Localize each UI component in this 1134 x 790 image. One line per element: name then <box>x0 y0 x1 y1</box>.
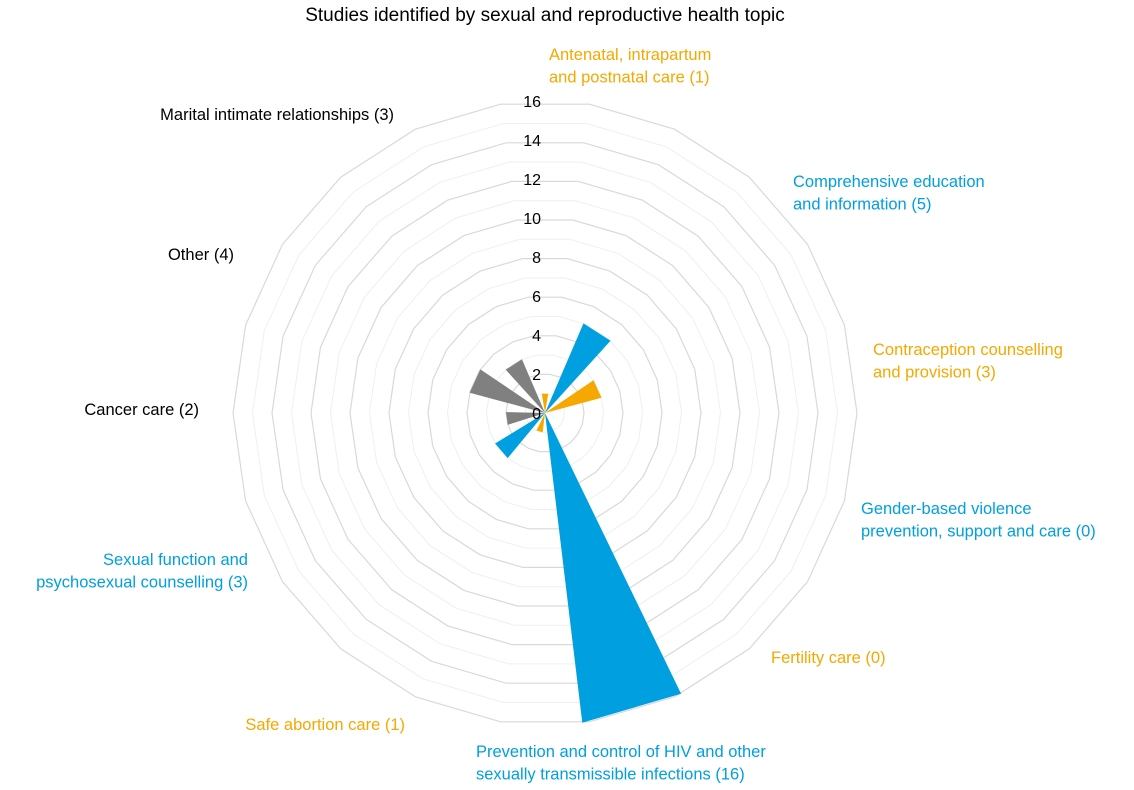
grid-ring <box>310 180 780 646</box>
grid-ring <box>290 161 800 665</box>
tick-label: 4 <box>532 328 541 345</box>
tick-label: 6 <box>532 289 541 306</box>
bar <box>506 412 545 425</box>
category-label: Safe abortion care (1) <box>245 716 405 734</box>
grid-ring <box>427 296 663 530</box>
tick-label: 8 <box>532 250 541 267</box>
tick-label: 2 <box>532 367 541 384</box>
category-label: Antenatal, intrapartum and postnatal care… <box>549 46 711 87</box>
grid-ring <box>368 238 722 588</box>
radial-ticks: 0 2 4 6 8 10 12 14 16 <box>523 94 541 423</box>
category-label: Other (4) <box>168 246 234 264</box>
grid-ring <box>349 219 741 607</box>
category-label: Contraception counselling and provision (… <box>873 341 1063 382</box>
grid-ring <box>251 123 839 703</box>
grid-ring <box>271 142 819 684</box>
grid-ring <box>407 277 683 549</box>
polar-grid <box>232 103 858 723</box>
bar <box>545 323 611 413</box>
category-labels: Antenatal, intrapartum and postnatal care… <box>36 46 1096 784</box>
tick-label: 14 <box>523 133 541 150</box>
bar <box>505 359 545 413</box>
grid-ring <box>232 103 858 723</box>
grid-ring <box>446 316 644 510</box>
bar <box>469 369 545 413</box>
category-label: Gender-based violence prevention, support… <box>861 500 1096 541</box>
bar <box>545 413 682 723</box>
category-label: Cancer care (2) <box>84 401 199 419</box>
bar <box>495 413 545 459</box>
bars <box>469 323 682 723</box>
category-label: Marital intimate relationships (3) <box>160 106 394 124</box>
bar <box>545 380 602 413</box>
category-label: Sexual function and psychosexual counsell… <box>36 551 248 592</box>
grid-ring <box>329 200 761 626</box>
tick-label: 12 <box>523 172 541 189</box>
grid-ring <box>485 354 605 472</box>
tick-label: 16 <box>523 94 541 111</box>
bar <box>536 413 545 433</box>
category-label: Comprehensive education and information (… <box>793 173 985 214</box>
bar <box>541 393 549 413</box>
chart-title: Studies identified by sexual and reprodu… <box>305 5 785 26</box>
grid-ring <box>388 258 702 569</box>
category-label: Fertility care (0) <box>771 649 886 667</box>
grid-ring <box>466 335 624 491</box>
tick-label: 10 <box>523 211 541 228</box>
category-label: Prevention and control of HIV and other s… <box>476 743 766 784</box>
tick-label: 0 <box>532 406 541 423</box>
